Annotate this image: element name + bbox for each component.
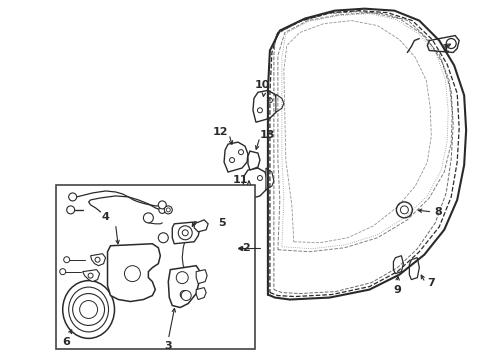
Circle shape xyxy=(257,176,262,180)
Text: 8: 8 xyxy=(433,207,441,217)
Polygon shape xyxy=(90,254,105,266)
Circle shape xyxy=(95,257,100,262)
Polygon shape xyxy=(247,151,260,170)
Circle shape xyxy=(158,201,166,209)
Polygon shape xyxy=(194,220,208,232)
Text: 7: 7 xyxy=(427,278,434,288)
Bar xyxy=(56,185,254,349)
Circle shape xyxy=(229,158,234,163)
Circle shape xyxy=(446,39,455,49)
Polygon shape xyxy=(168,266,200,307)
Circle shape xyxy=(267,98,272,103)
Circle shape xyxy=(164,206,172,214)
Circle shape xyxy=(63,257,69,263)
Circle shape xyxy=(158,233,168,243)
Circle shape xyxy=(182,230,188,236)
Text: 6: 6 xyxy=(61,337,69,347)
Circle shape xyxy=(247,185,252,190)
Text: 10: 10 xyxy=(254,80,269,90)
Circle shape xyxy=(257,108,262,113)
Text: 11: 11 xyxy=(232,175,247,185)
Text: 4: 4 xyxy=(102,212,109,222)
Polygon shape xyxy=(224,142,247,172)
Circle shape xyxy=(178,226,192,240)
Circle shape xyxy=(124,266,140,282)
Text: 2: 2 xyxy=(242,243,249,253)
Polygon shape xyxy=(427,36,458,53)
Polygon shape xyxy=(275,94,283,112)
Circle shape xyxy=(176,272,188,284)
Text: 13: 13 xyxy=(260,130,275,140)
Circle shape xyxy=(166,208,170,212)
Polygon shape xyxy=(172,222,200,244)
Circle shape xyxy=(238,150,243,154)
Circle shape xyxy=(396,202,411,218)
Circle shape xyxy=(60,269,65,275)
Ellipse shape xyxy=(68,287,108,332)
Polygon shape xyxy=(243,168,267,200)
Circle shape xyxy=(159,206,165,213)
Polygon shape xyxy=(408,258,419,280)
Polygon shape xyxy=(107,244,160,302)
Text: 12: 12 xyxy=(212,127,227,137)
Text: 9: 9 xyxy=(393,285,401,294)
Circle shape xyxy=(400,206,407,214)
Text: 5: 5 xyxy=(218,218,225,228)
Polygon shape xyxy=(393,256,403,274)
Circle shape xyxy=(73,293,104,325)
Polygon shape xyxy=(82,270,100,282)
Circle shape xyxy=(68,193,77,201)
Polygon shape xyxy=(265,168,273,190)
Ellipse shape xyxy=(62,280,114,338)
Text: 3: 3 xyxy=(164,341,172,351)
Circle shape xyxy=(181,291,191,301)
Circle shape xyxy=(80,301,98,319)
Polygon shape xyxy=(196,288,206,300)
Polygon shape xyxy=(252,90,277,122)
Polygon shape xyxy=(196,270,207,284)
Circle shape xyxy=(143,213,153,223)
Circle shape xyxy=(180,291,188,298)
Text: 1: 1 xyxy=(440,44,448,54)
Circle shape xyxy=(88,273,93,278)
Circle shape xyxy=(66,206,75,214)
